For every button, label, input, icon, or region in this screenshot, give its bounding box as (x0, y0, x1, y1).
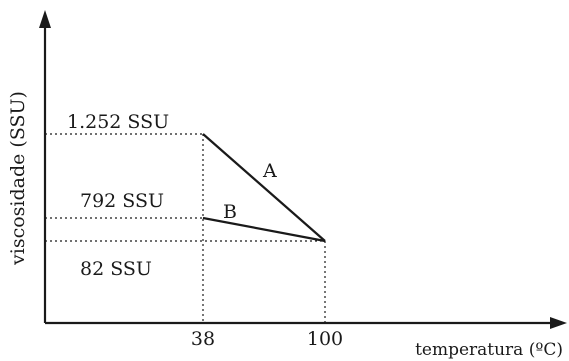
y-tick-label-1252: 1.252 SSU (67, 111, 169, 133)
x-axis-label: temperatura (ºC) (415, 340, 563, 360)
y-tick-label-82: 82 SSU (80, 258, 152, 280)
y-axis-arrow (39, 10, 51, 28)
y-tick-label-792: 792 SSU (80, 190, 164, 212)
series-b-label: B (223, 201, 237, 223)
x-tick-label-38: 38 (191, 328, 215, 350)
x-axis-arrow (550, 317, 567, 329)
series-b-line (202, 216, 326, 243)
y-axis-label: viscosidade (SSU) (7, 91, 29, 266)
series-a-line (202, 133, 326, 242)
x-tick-label-100: 100 (307, 328, 343, 350)
series-a-label: A (262, 160, 277, 182)
